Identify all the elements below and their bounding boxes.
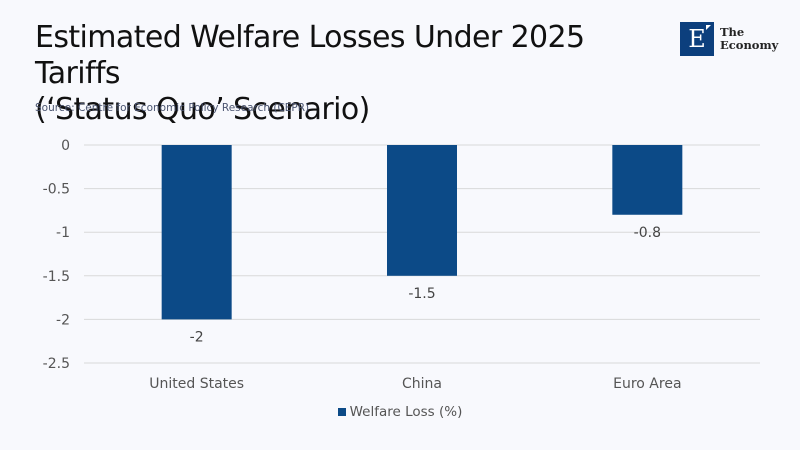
- source-note: Source: Centre for Economic Policy Resea…: [35, 102, 310, 114]
- logo-text-line2: Economy: [720, 38, 779, 52]
- y-tick-label: -1.5: [43, 269, 70, 285]
- bar-euro-area: [612, 145, 683, 215]
- legend-swatch-icon: [337, 408, 346, 416]
- logo-wordmark: The Economy: [720, 26, 778, 52]
- legend-label: Welfare Loss (%): [349, 404, 463, 420]
- bar-united-states: [161, 145, 232, 320]
- y-tick-label: -1: [56, 225, 70, 241]
- logo-text-line1: The: [720, 25, 745, 39]
- bars: [161, 145, 683, 320]
- y-tick-label: -0.5: [43, 182, 70, 198]
- y-axis-ticks: 0 -0.5 -1 -1.5 -2 -2.5: [43, 138, 70, 372]
- chart-title-line1: Estimated Welfare Losses Under 2025 Tari…: [35, 20, 585, 91]
- x-tick-label: China: [402, 376, 442, 392]
- chart-title: Estimated Welfare Losses Under 2025 Tari…: [35, 20, 655, 128]
- data-labels: -2 -1.5 -0.8: [190, 225, 661, 346]
- bar-china: [387, 145, 457, 276]
- y-tick-label: 0: [61, 138, 70, 154]
- x-axis-labels: United States China Euro Area: [149, 376, 681, 392]
- chart-title-line2: (‘Status Quo’ Scenario): [35, 92, 370, 127]
- the-economy-logo: E The Economy: [680, 22, 778, 56]
- data-label: -1.5: [408, 286, 435, 302]
- x-tick-label: Euro Area: [613, 376, 681, 392]
- legend: Welfare Loss (%): [0, 404, 800, 420]
- x-tick-label: United States: [149, 376, 244, 392]
- logo-mark-icon: E: [680, 22, 714, 56]
- y-tick-label: -2: [56, 312, 70, 328]
- y-tick-label: -2.5: [43, 356, 70, 372]
- data-label: -0.8: [634, 225, 661, 241]
- data-label: -2: [190, 329, 204, 345]
